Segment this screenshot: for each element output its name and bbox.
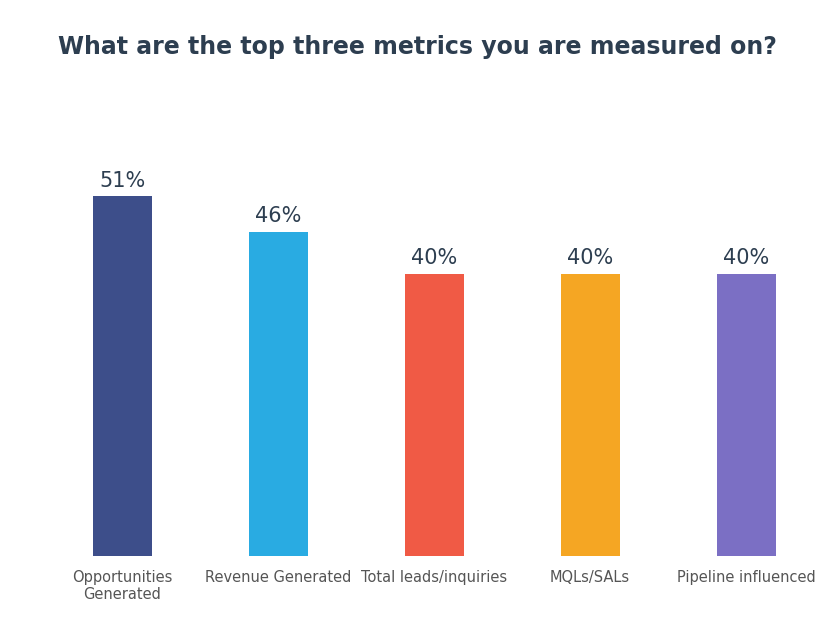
Bar	[249, 232, 308, 556]
Text: What are the top three metrics you are measured on?: What are the top three metrics you are m…	[58, 35, 777, 59]
Bar	[716, 274, 776, 556]
Bar	[405, 274, 463, 556]
Bar	[93, 196, 152, 556]
Text: 40%: 40%	[567, 249, 613, 268]
Text: 51%: 51%	[99, 171, 145, 191]
Text: 40%: 40%	[411, 249, 458, 268]
Text: 46%: 46%	[255, 206, 301, 226]
Bar	[560, 274, 620, 556]
Text: 40%: 40%	[723, 249, 769, 268]
